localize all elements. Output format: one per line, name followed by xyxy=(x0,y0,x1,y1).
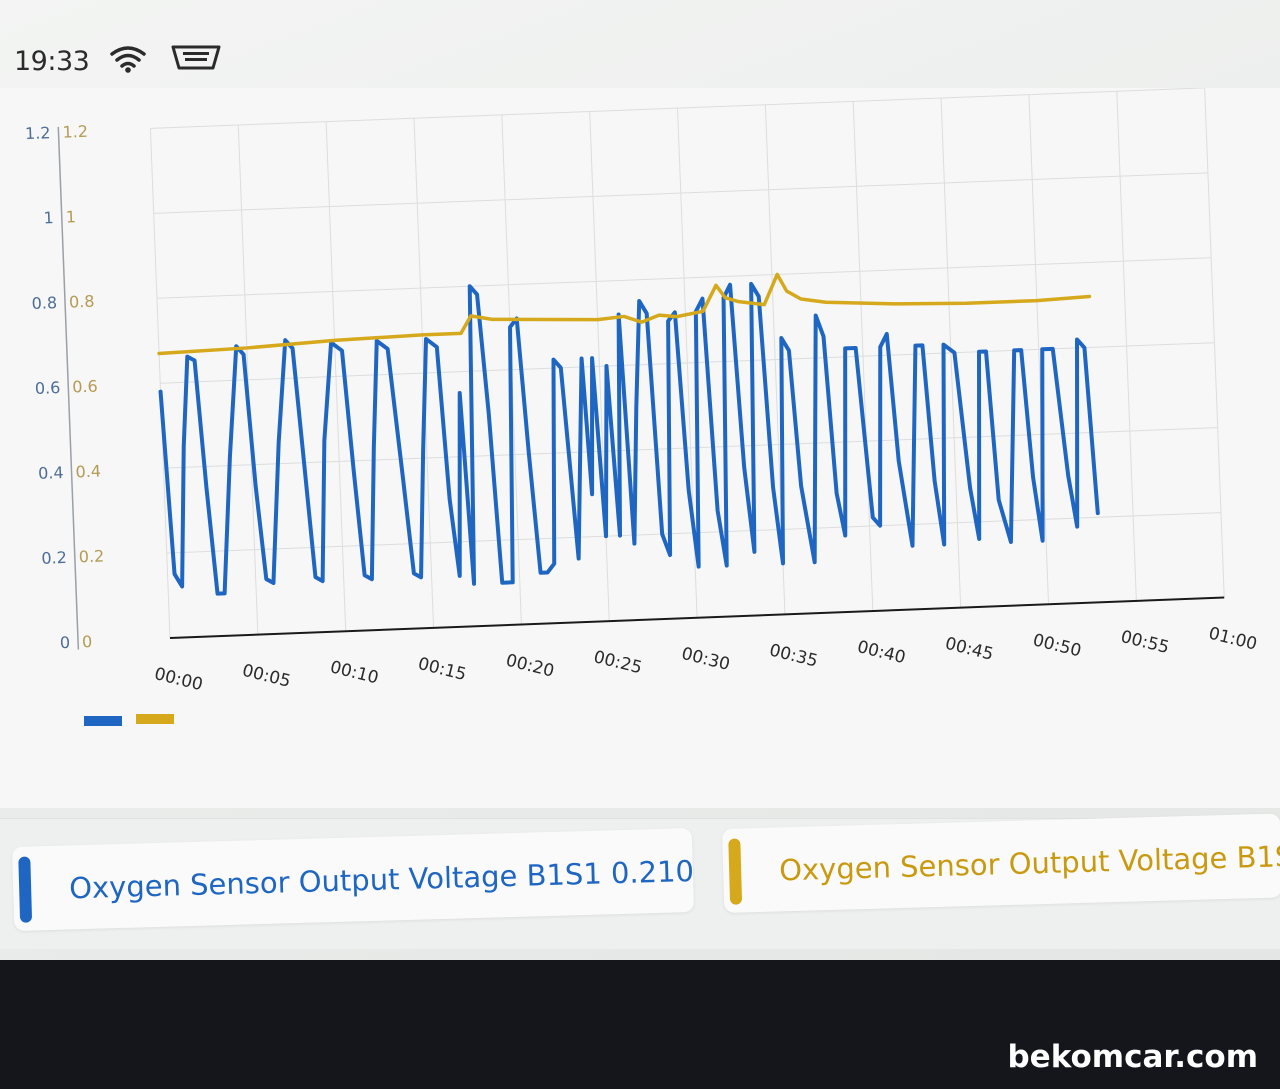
x-tick-label: 01:00 xyxy=(1207,624,1259,655)
readout-bar: Oxygen Sensor Output Voltage B1S1 0.210 … xyxy=(0,813,1280,949)
y-tick-label-right: 0.6 xyxy=(72,377,98,397)
x-tick-label: 00:00 xyxy=(152,664,204,695)
sensor-color-bar xyxy=(728,838,743,905)
x-tick-label: 00:20 xyxy=(504,651,556,682)
x-tick-label: 00:15 xyxy=(416,654,468,685)
status-clock: 19:33 xyxy=(14,46,90,77)
legend-swatch-b1s2 xyxy=(136,714,174,724)
x-tick-label: 00:30 xyxy=(679,644,731,675)
grid-line-vertical xyxy=(1204,88,1225,598)
y-axis-line xyxy=(57,126,80,650)
grid-line-vertical xyxy=(149,128,171,639)
x-tick-label: 00:25 xyxy=(592,647,644,678)
x-tick-label: 00:50 xyxy=(1031,630,1083,661)
y-tick-label-left: 0.6 xyxy=(35,378,61,398)
y-tick-label-left: 1.2 xyxy=(25,123,51,143)
y-tick-label-right: 0.8 xyxy=(69,292,95,312)
sensor-readout-b1s1: Oxygen Sensor Output Voltage B1S1 0.210 … xyxy=(68,853,695,906)
grid-line-vertical xyxy=(325,121,347,632)
x-tick-label: 00:05 xyxy=(240,661,292,692)
y-tick-label-right: 0 xyxy=(82,632,93,651)
obd-connector-icon xyxy=(170,44,222,77)
y-tick-label-left: 0.2 xyxy=(41,548,67,568)
y-tick-label-right: 0.4 xyxy=(75,462,101,482)
y-tick-label-left: 0 xyxy=(60,633,71,652)
series-line-b1s2 xyxy=(157,272,1092,356)
grid-line-vertical xyxy=(1116,91,1137,601)
y-tick-label-right: 1 xyxy=(65,207,76,226)
x-tick-label: 00:40 xyxy=(855,637,907,668)
sensor-card-b1s2[interactable]: Oxygen Sensor Output Voltage B1S2 0 xyxy=(722,813,1280,913)
y-tick-label-left: 0.4 xyxy=(38,463,64,483)
device-screen: 19:33 0 0 0.2 0.2 0.4 0.4 0.6 0.6 0.8 0.8 1 1 1 xyxy=(0,0,1280,960)
legend-swatch-b1s1 xyxy=(84,716,122,726)
sensor-readout-b1s2: Oxygen Sensor Output Voltage B1S2 0 xyxy=(778,838,1280,888)
y-tick-label-right: 1.2 xyxy=(62,122,88,142)
x-tick-label: 00:55 xyxy=(1119,627,1171,658)
y-tick-label-left: 1 xyxy=(43,208,54,227)
wifi-icon xyxy=(108,42,148,79)
x-tick-label: 00:35 xyxy=(767,640,819,671)
grid-line-vertical xyxy=(237,124,259,635)
grid-line-vertical xyxy=(852,101,874,612)
status-bar: 19:33 xyxy=(0,30,400,90)
sensor-card-b1s1[interactable]: Oxygen Sensor Output Voltage B1S1 0.210 … xyxy=(12,828,695,931)
x-tick-label: 00:10 xyxy=(328,657,380,688)
series-line-b1s1 xyxy=(158,281,1100,596)
x-tick-label: 00:45 xyxy=(943,634,995,665)
watermark-text: bekomcar.com xyxy=(1007,1039,1258,1075)
x-axis-line xyxy=(169,596,1225,639)
grid-line-vertical xyxy=(940,97,962,608)
chart-panel: 0 0 0.2 0.2 0.4 0.4 0.6 0.6 0.8 0.8 1 1 1.2 1.2 00:00 0… xyxy=(0,88,1280,808)
grid-line-vertical xyxy=(1028,94,1050,605)
y-tick-label-right: 0.2 xyxy=(78,546,104,566)
y-tick-label-left: 0.8 xyxy=(31,293,57,313)
line-chart: 0 0 0.2 0.2 0.4 0.4 0.6 0.6 0.8 0.8 1 1 1.2 1.2 00:00 0… xyxy=(25,88,1259,726)
sensor-color-bar xyxy=(18,856,33,923)
